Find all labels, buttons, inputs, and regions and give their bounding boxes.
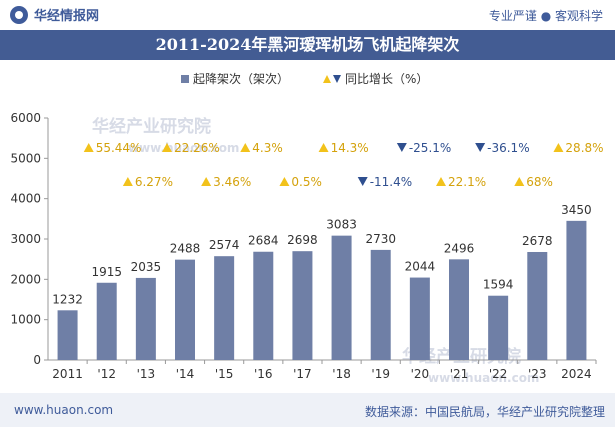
y-tick-label: 2000 bbox=[10, 272, 41, 286]
growth-up-triangle-icon bbox=[553, 143, 564, 152]
x-tick-label: '12 bbox=[97, 367, 116, 381]
chart-title: 2011-2024年黑河瑷珲机场飞机起降架次 bbox=[155, 35, 460, 54]
growth-up-triangle-icon bbox=[279, 177, 290, 186]
bar bbox=[566, 220, 587, 360]
bar-value-label: 1594 bbox=[483, 278, 514, 292]
y-tick-label: 0 bbox=[33, 353, 41, 367]
x-tick-label: 2024 bbox=[561, 367, 592, 381]
bar-value-label: 2698 bbox=[287, 233, 318, 247]
bar-value-label: 2496 bbox=[444, 241, 475, 255]
growth-label: 0.5% bbox=[291, 175, 322, 189]
x-tick-label: '17 bbox=[293, 367, 312, 381]
x-tick-label: '18 bbox=[332, 367, 351, 381]
brand-name: 华经情报网 bbox=[34, 9, 100, 24]
logo-icon bbox=[10, 5, 28, 24]
growth-down-triangle-icon bbox=[357, 177, 368, 186]
tagline: 专业严谨 ● 客观科学 bbox=[488, 9, 603, 23]
bar bbox=[449, 259, 469, 360]
growth-label: 6.27% bbox=[135, 175, 173, 189]
x-tick-label: '22 bbox=[489, 367, 508, 381]
legend-up-triangle-icon bbox=[323, 75, 331, 83]
legend-bar-swatch bbox=[181, 75, 189, 83]
watermark: www.huaon.com bbox=[428, 371, 539, 385]
bar-value-label: 2678 bbox=[522, 234, 553, 248]
growth-up-triangle-icon bbox=[240, 143, 251, 152]
bar-value-label: 2684 bbox=[248, 234, 279, 248]
footer-source: 数据来源：中国民航局，华经产业研究院整理 bbox=[364, 405, 605, 419]
x-tick-label: '20 bbox=[411, 367, 430, 381]
bar-value-label: 2044 bbox=[405, 260, 436, 274]
watermark: 华经产业研究院 bbox=[92, 116, 211, 137]
bar bbox=[253, 251, 274, 360]
bar bbox=[527, 251, 548, 360]
bar bbox=[57, 310, 78, 360]
growth-down-triangle-icon bbox=[396, 143, 407, 152]
growth-label: 22.26% bbox=[174, 141, 220, 155]
growth-up-triangle-icon bbox=[514, 177, 525, 186]
growth-label: -36.1% bbox=[487, 141, 529, 155]
y-tick-label: 5000 bbox=[10, 151, 41, 165]
x-tick-label: '23 bbox=[528, 367, 547, 381]
growth-label: 68% bbox=[526, 175, 553, 189]
growth-label: 55.44% bbox=[96, 141, 142, 155]
legend-growth-label: 同比增长（%） bbox=[345, 72, 428, 86]
growth-label: -25.1% bbox=[409, 141, 451, 155]
x-tick-label: 2011 bbox=[52, 367, 83, 381]
growth-label: -11.4% bbox=[370, 175, 412, 189]
bar bbox=[409, 277, 430, 360]
bar-value-label: 2574 bbox=[209, 238, 240, 252]
y-tick-label: 1000 bbox=[10, 313, 41, 327]
growth-label: 3.46% bbox=[213, 175, 251, 189]
bar bbox=[96, 282, 117, 360]
growth-up-triangle-icon bbox=[318, 143, 329, 152]
bar bbox=[292, 251, 313, 360]
y-tick-label: 4000 bbox=[10, 192, 41, 206]
legend-down-triangle-icon bbox=[333, 75, 341, 83]
bar bbox=[135, 277, 156, 360]
bar bbox=[370, 249, 391, 360]
x-tick-label: '13 bbox=[137, 367, 156, 381]
footer: www.huaon.com 数据来源：中国民航局，华经产业研究院整理 bbox=[0, 393, 615, 427]
x-tick-label: '16 bbox=[254, 367, 273, 381]
bar-value-label: 3083 bbox=[326, 218, 357, 232]
x-tick-label: '21 bbox=[450, 367, 469, 381]
y-tick-label: 6000 bbox=[10, 111, 41, 125]
y-tick-label: 3000 bbox=[10, 232, 41, 246]
x-tick-label: '15 bbox=[215, 367, 234, 381]
x-tick-label: '19 bbox=[371, 367, 390, 381]
bar bbox=[214, 256, 235, 360]
bar-value-label: 2035 bbox=[131, 260, 162, 274]
growth-label: 22.1% bbox=[448, 175, 486, 189]
bar-value-label: 1915 bbox=[91, 265, 122, 279]
bar bbox=[175, 259, 195, 360]
bar-value-label: 2488 bbox=[170, 242, 201, 256]
legend-bar-label: 起降架次（架次） bbox=[193, 72, 289, 86]
header-bar: 华经情报网 专业严谨 ● 客观科学 bbox=[0, 0, 615, 28]
title-bar: 2011-2024年黑河瑷珲机场飞机起降架次 bbox=[0, 30, 615, 60]
growth-up-triangle-icon bbox=[162, 143, 172, 152]
growth-down-triangle-icon bbox=[475, 143, 486, 152]
bar bbox=[488, 295, 509, 360]
watermark: www.huaon.com bbox=[128, 141, 239, 155]
growth-label: 4.3% bbox=[252, 141, 282, 155]
brand: 华经情报网 bbox=[10, 5, 99, 24]
growth-label: 28.8% bbox=[565, 141, 603, 155]
growth-up-triangle-icon bbox=[122, 177, 133, 186]
growth-up-triangle-icon bbox=[201, 177, 212, 186]
bar-value-label: 1232 bbox=[52, 292, 83, 306]
growth-up-triangle-icon bbox=[83, 143, 94, 152]
growth-up-triangle-icon bbox=[436, 177, 446, 186]
bar bbox=[331, 235, 352, 360]
x-tick-label: '14 bbox=[176, 367, 195, 381]
chart-area: 华经产业研究院www.huaon.com华经产业研究院www.huaon.com… bbox=[10, 72, 603, 385]
footer-url[interactable]: www.huaon.com bbox=[14, 403, 114, 417]
growth-label: 14.3% bbox=[331, 141, 369, 155]
bar-value-label: 3450 bbox=[561, 203, 592, 217]
bar-value-label: 2730 bbox=[365, 232, 396, 246]
